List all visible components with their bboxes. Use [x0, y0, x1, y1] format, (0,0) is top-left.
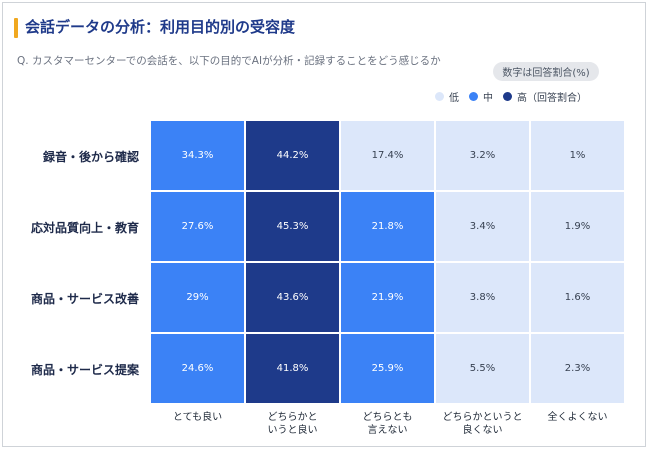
heatmap-cell: 25.9% [341, 334, 434, 403]
legend-item-high: 高（回答割合） [503, 89, 587, 104]
legend-dot-mid [469, 92, 478, 101]
survey-question: Q. カスタマーセンターでの会話を、以下の目的でAIが分析・記録することをどう感… [17, 55, 441, 67]
row-label: 商品・サービス改善 [30, 291, 139, 306]
heatmap-cell: 1% [531, 121, 624, 190]
chart-title: 会話データの分析：利用目的別の受容度 [25, 18, 296, 36]
column-label: どちらかというと 良くない [442, 412, 523, 436]
heatmap-cell: 27.6% [151, 192, 244, 261]
column-label: どちらとも 言えない [362, 412, 413, 436]
legend-dot-low [435, 92, 444, 101]
heatmap-cell: 41.8% [246, 334, 339, 403]
legend-label-low: 低 [449, 93, 459, 104]
legend-item-low: 低 [435, 89, 459, 104]
column-label: とても良い [172, 412, 223, 423]
legend: 低 中 高（回答割合） [435, 89, 597, 104]
heatmap-cell: 2.3% [531, 334, 624, 403]
heatmap-cell: 21.8% [341, 192, 434, 261]
heatmap-cell: 5.5% [436, 334, 529, 403]
heatmap-cell: 21.9% [341, 263, 434, 332]
unit-badge: 数字は回答割合(%) [493, 62, 599, 81]
heatmap-cell: 1.9% [531, 192, 624, 261]
row-label: 商品・サービス提案 [30, 362, 139, 377]
heatmap-cell: 44.2% [246, 121, 339, 190]
heatmap-cell: 29% [151, 263, 244, 332]
row-label: 応対品質向上・教育 [30, 220, 139, 235]
heatmap-cell: 34.3% [151, 121, 244, 190]
legend-label-high: 高（回答割合） [517, 93, 587, 104]
heatmap-cell: 17.4% [341, 121, 434, 190]
heatmap-cell: 43.6% [246, 263, 339, 332]
heatmap-cell: 3.4% [436, 192, 529, 261]
heatmap-cell: 45.3% [246, 192, 339, 261]
legend-dot-high [503, 92, 512, 101]
legend-label-mid: 中 [483, 93, 493, 104]
column-label: 全くよくない [547, 412, 608, 423]
heatmap-cell: 24.6% [151, 334, 244, 403]
chart-card: 会話データの分析：利用目的別の受容度 Q. カスタマーセンターでの会話を、以下の… [2, 2, 646, 447]
heatmap-cell: 1.6% [531, 263, 624, 332]
title-accent-bar [14, 18, 18, 38]
column-label: どちらかと いうと良い [267, 412, 318, 436]
heatmap-cell: 3.8% [436, 263, 529, 332]
legend-item-mid: 中 [469, 89, 493, 104]
row-label: 録音・後から確認 [42, 149, 139, 164]
heatmap-cell: 3.2% [436, 121, 529, 190]
